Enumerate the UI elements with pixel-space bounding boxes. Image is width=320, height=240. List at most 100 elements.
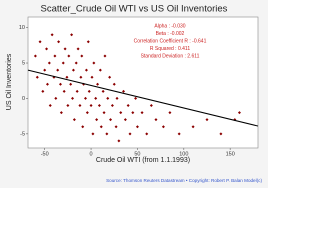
point [106, 96, 110, 100]
point [66, 104, 70, 108]
x-tick-label: -50 [41, 151, 49, 157]
annotation: Beta : -0.002 [156, 31, 185, 37]
point [59, 111, 63, 115]
point [123, 118, 127, 122]
point [149, 104, 153, 108]
point [126, 104, 130, 108]
point [41, 89, 45, 93]
y-tick-label: 0 [22, 96, 25, 102]
point [53, 54, 57, 58]
chart: Scatter_Crude Oil WTI vs US Oil Inventor… [0, 0, 268, 188]
point [71, 96, 75, 100]
point [108, 75, 112, 79]
point [119, 111, 123, 115]
point [69, 82, 73, 86]
point [96, 82, 100, 86]
point [87, 89, 91, 93]
y-tick-label: 10 [19, 25, 25, 31]
point [101, 89, 105, 93]
point [50, 33, 54, 37]
point [62, 89, 66, 93]
point [80, 54, 84, 58]
point [33, 54, 37, 58]
x-tick-label: 150 [226, 151, 235, 157]
point [45, 82, 49, 86]
point [86, 40, 90, 44]
point [74, 61, 78, 65]
point [115, 96, 119, 100]
point [78, 104, 82, 108]
point [177, 132, 181, 136]
point [72, 118, 76, 122]
point [109, 118, 113, 122]
point [135, 125, 139, 129]
point [110, 104, 114, 108]
y-tick-label: -5 [20, 131, 25, 137]
y-tick-label: 5 [22, 60, 25, 66]
point [47, 61, 51, 65]
point [114, 125, 118, 129]
x-axis-label: Crude Oil WTI (from 1.1.1993) [96, 157, 190, 164]
source: Source: Thomson Reuters Datastream • Cop… [106, 178, 262, 183]
point [90, 75, 94, 79]
point [168, 111, 172, 115]
annotation: Standard Deviation : 2.611 [141, 53, 200, 59]
point [81, 125, 85, 129]
point [103, 54, 107, 58]
x-tick-label: 0 [90, 151, 93, 157]
point [134, 96, 138, 100]
point [161, 125, 165, 129]
point [84, 96, 87, 100]
point [112, 82, 116, 86]
point [191, 125, 195, 129]
point [92, 61, 96, 65]
x-tick-label: 100 [179, 151, 188, 157]
annotation: Correlation Coefficient R : -0.641 [134, 38, 207, 44]
point [70, 33, 74, 37]
point [54, 96, 58, 100]
point [84, 68, 88, 72]
point [63, 47, 67, 51]
point [43, 68, 47, 72]
x-tick-label: 50 [134, 151, 140, 157]
trendline [27, 69, 259, 127]
point [122, 89, 126, 93]
point [85, 111, 89, 115]
point [79, 75, 83, 79]
point [35, 75, 39, 79]
annotation: R Squared : 0.411 [150, 46, 190, 52]
point [67, 54, 71, 58]
point [237, 111, 241, 115]
point [61, 61, 65, 65]
point [91, 132, 95, 136]
point [48, 104, 52, 108]
point [95, 118, 99, 122]
point [94, 96, 98, 100]
point [128, 132, 132, 136]
point [97, 104, 101, 108]
point [205, 118, 209, 122]
point [105, 132, 109, 136]
plot-area [27, 16, 259, 149]
point [145, 132, 149, 136]
annotation: Alpha : -0.030 [154, 23, 185, 29]
point [154, 118, 158, 122]
point [58, 82, 62, 86]
point [99, 125, 103, 129]
point [65, 75, 69, 79]
point [140, 111, 144, 115]
point [57, 40, 61, 44]
point [38, 40, 42, 44]
point [45, 47, 49, 51]
y-axis-label: US Oil Inventories [6, 53, 13, 110]
point [131, 111, 135, 115]
point [71, 68, 75, 72]
point [117, 139, 121, 143]
chart-title: Scatter_Crude Oil WTI vs US Oil Inventor… [41, 4, 228, 15]
point [89, 104, 93, 108]
point [219, 132, 223, 136]
point [56, 68, 60, 72]
point [76, 47, 80, 51]
point [102, 111, 106, 115]
point [75, 89, 79, 93]
